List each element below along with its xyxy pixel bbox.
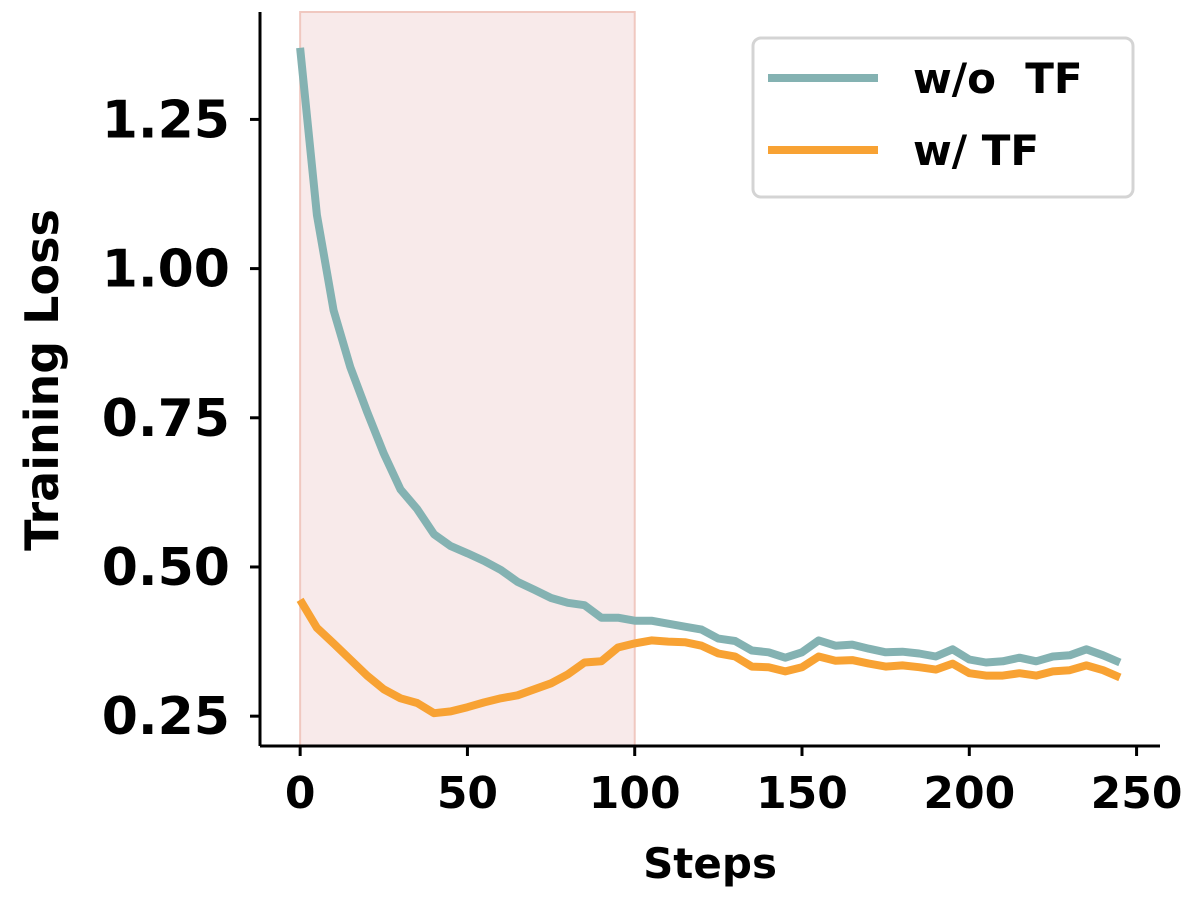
legend-label: w/ TF — [913, 126, 1039, 175]
axes-layer: 0 50 100 150 200 250 0.25 0.50 0.75 1.00 1.25 — [102, 12, 1183, 819]
x-tick-label: 100 — [589, 768, 681, 819]
series-line-with-tf — [296, 597, 1122, 718]
shaded-region — [299, 11, 636, 747]
x-tick-label: 150 — [756, 768, 848, 819]
y-tick-label: 0.25 — [102, 687, 230, 747]
series-layer — [296, 47, 1122, 718]
y-tick-label: 0.50 — [102, 538, 230, 598]
legend: w/o TF w/ TF — [751, 36, 1135, 199]
x-axis-title: Steps — [643, 839, 777, 888]
shaded-region-layer — [299, 11, 636, 747]
x-tick-label: 200 — [923, 768, 1015, 819]
series-line-without-tf — [296, 47, 1122, 667]
y-tick-label: 1.25 — [102, 90, 230, 150]
x-tick-label: 250 — [1091, 768, 1183, 819]
y-tick-label: 0.75 — [102, 389, 230, 449]
y-tick-label: 1.00 — [102, 240, 230, 300]
x-tick-label: 0 — [285, 768, 316, 819]
legend-label: w/o TF — [913, 54, 1083, 103]
y-axis-title: Training Loss — [15, 209, 69, 551]
x-tick-label: 50 — [437, 768, 498, 819]
